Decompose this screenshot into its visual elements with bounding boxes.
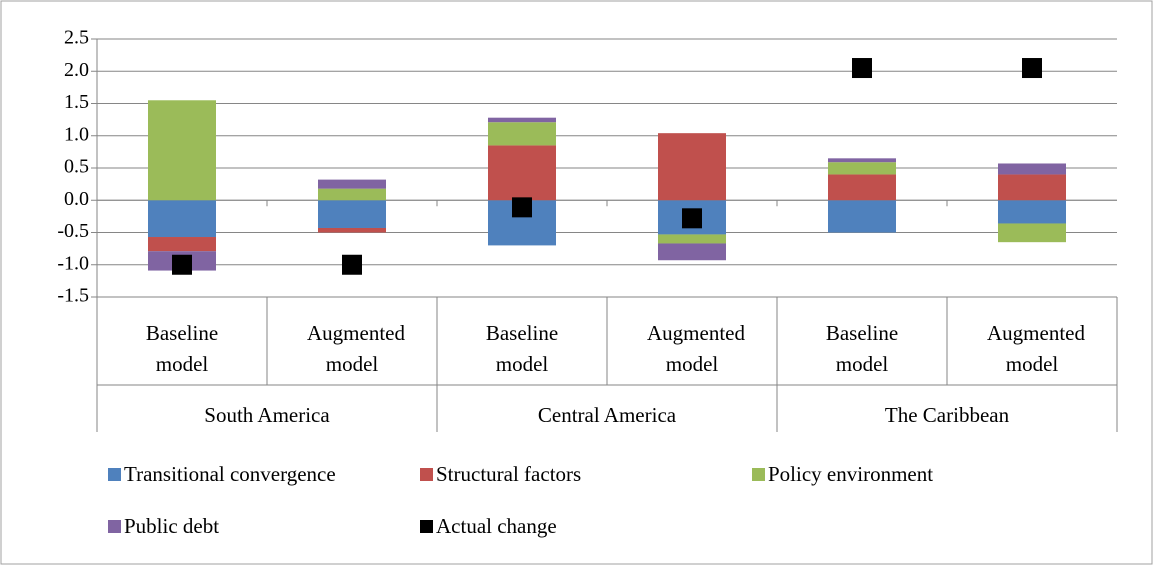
- group-label: The Caribbean: [884, 403, 1010, 427]
- bar-segment: [318, 188, 386, 201]
- marker: [172, 254, 192, 275]
- marker: [682, 208, 702, 229]
- bar-segment: [828, 200, 896, 233]
- y-tick-label: 1.5: [64, 91, 89, 113]
- y-tick-label: -0.5: [57, 220, 89, 242]
- bar-segment: [828, 174, 896, 201]
- y-tick-label: 2.5: [64, 27, 89, 49]
- x-tick-label: Baseline model: [825, 321, 899, 376]
- bar-segment: [658, 234, 726, 244]
- bar-segment: [148, 237, 216, 252]
- legend-label: Structural factors: [436, 462, 582, 486]
- marker: [1022, 58, 1042, 79]
- legend-swatch: [420, 468, 433, 481]
- y-tick-label: 0.5: [64, 156, 89, 178]
- x-tick-label: Augmented model: [987, 321, 1085, 376]
- bar-segment: [148, 100, 216, 201]
- legend-label: Policy environment: [768, 462, 934, 486]
- bar-segment: [318, 179, 386, 189]
- x-tick-label: Baseline model: [485, 321, 559, 376]
- x-tick-label: Baseline model: [145, 321, 219, 376]
- bar-segment: [318, 227, 386, 233]
- marker: [852, 58, 872, 79]
- bar-segment: [998, 223, 1066, 243]
- y-tick-label: 0.0: [64, 188, 89, 210]
- y-tick-label: -1.5: [57, 285, 89, 307]
- bar-segment: [488, 145, 556, 201]
- group-label: Central America: [537, 403, 677, 427]
- legend-swatch: [108, 520, 121, 533]
- bar-segment: [658, 133, 726, 201]
- bar-segment: [488, 122, 556, 146]
- marker: [342, 254, 362, 275]
- legend-label: Transitional convergence: [124, 462, 336, 486]
- y-tick-label: 1.0: [64, 123, 89, 145]
- x-tick-label: Augmented model: [647, 321, 745, 376]
- x-tick-label: Augmented model: [307, 321, 405, 376]
- legend-label: Actual change: [436, 514, 557, 538]
- marker: [512, 197, 532, 218]
- y-tick-label: 2.0: [64, 59, 89, 81]
- legend-swatch: [420, 520, 433, 533]
- legend-swatch: [108, 468, 121, 481]
- legend-label: Public debt: [124, 514, 220, 538]
- bar-segment: [318, 200, 386, 228]
- bar-segment: [828, 162, 896, 175]
- group-label: South America: [204, 403, 330, 427]
- bar-segment: [998, 174, 1066, 201]
- bar-segment: [148, 200, 216, 238]
- bar-segment: [998, 163, 1066, 175]
- bar-segment: [488, 117, 556, 123]
- bar-segment: [658, 243, 726, 261]
- bar-segment: [998, 200, 1066, 224]
- bar-segment: [828, 158, 896, 163]
- legend-swatch: [752, 468, 765, 481]
- y-tick-label: -1.0: [57, 252, 89, 274]
